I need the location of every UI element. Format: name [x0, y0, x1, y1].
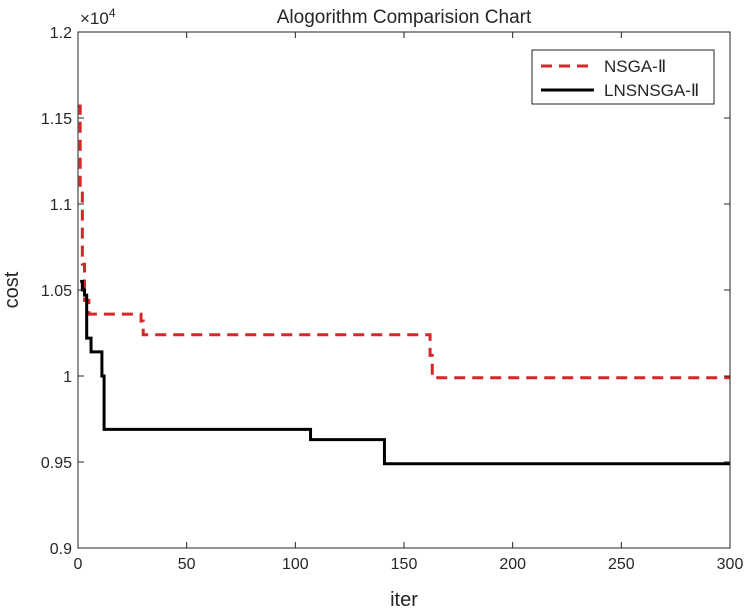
legend-box — [531, 49, 715, 105]
plot-area — [78, 32, 730, 548]
x-tick-label-250: 250 — [608, 556, 635, 573]
legend-label-lnsnsga2: LNSNSGA-Ⅱ — [604, 81, 699, 100]
y-tick-label-1_15: 1.15 — [41, 111, 72, 128]
y-axis-label: cost — [1, 271, 23, 308]
x-axis-label: iter — [390, 589, 418, 611]
x-tick-label-200: 200 — [499, 556, 526, 573]
x-tick-label-0: 0 — [74, 556, 83, 573]
y-tick-label-1_2: 1.2 — [50, 25, 72, 42]
chart-title: Alogorithm Comparision Chart — [277, 7, 532, 28]
y-tick-label-1: 1 — [63, 369, 72, 386]
y-axis-exponent: ×104 — [80, 6, 116, 28]
legend-label-nsga2: NSGA-Ⅱ — [604, 57, 666, 76]
x-tick-label-300: 300 — [717, 556, 744, 573]
legend: NSGA-Ⅱ LNSNSGA-Ⅱ — [531, 49, 715, 105]
y-tick-label-1_05: 1.05 — [41, 283, 72, 300]
tick-layer: 0 50 100 150 200 250 300 0.9 0.95 1 1.05 1.1 1.15 1.2 — [41, 25, 744, 573]
y-tick-label-0_9: 0.9 — [50, 541, 72, 558]
series-line-nsga2 — [78, 104, 730, 380]
y-tick-label-0_95: 0.95 — [41, 455, 72, 472]
x-tick-label-100: 100 — [282, 556, 309, 573]
plot-border — [77, 31, 731, 549]
y-tick-label-1_1: 1.1 — [50, 197, 72, 214]
series-line-lnsnsga2 — [80, 279, 730, 466]
y-axis-exponent-power: 4 — [109, 6, 116, 20]
series-layer — [78, 104, 730, 466]
x-tick-label-50: 50 — [178, 556, 196, 573]
y-axis-exponent-base: ×10 — [80, 9, 109, 28]
x-tick-label-150: 150 — [391, 556, 418, 573]
